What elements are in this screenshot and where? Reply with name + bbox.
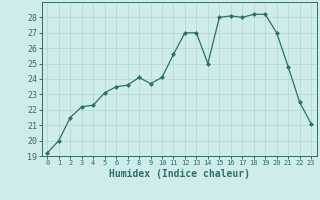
X-axis label: Humidex (Indice chaleur): Humidex (Indice chaleur) bbox=[109, 169, 250, 179]
